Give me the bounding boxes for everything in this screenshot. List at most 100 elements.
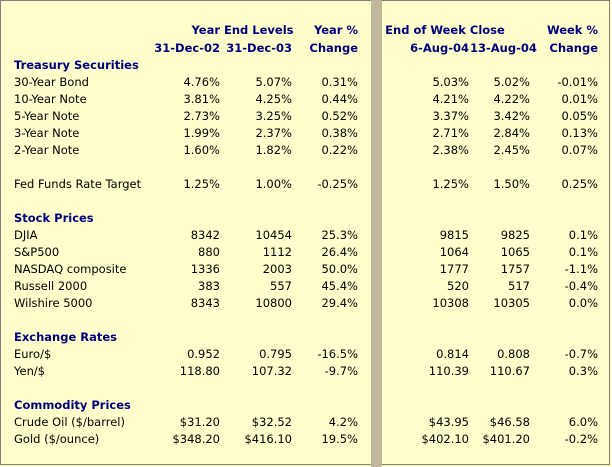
table-row: Russell 2000 383 557 45.4% 520 517 -0.4% <box>0 278 612 295</box>
year-change-cell: 4.2% <box>328 415 358 429</box>
row-label: 5-Year Note <box>14 109 80 123</box>
table-row: 3-Year Note 1.99% 2.37% 0.38% 2.71% 2.84% 0.13… <box>0 125 612 142</box>
year-end-2003-cell: 2.37% <box>255 126 292 140</box>
year-end-2002-cell: 1.60% <box>183 143 220 157</box>
section-title: Exchange Rates <box>14 330 118 344</box>
section-stocks: Stock Prices <box>0 210 612 227</box>
year-end-2003-cell: 5.07% <box>255 75 292 89</box>
week-change-cell: 0.3% <box>568 364 598 378</box>
date-header-4: 13-Aug-04 <box>470 41 537 55</box>
week-close-1-cell: 1.25% <box>432 177 469 191</box>
week-close-2-cell: 110.67 <box>489 364 530 378</box>
year-end-2003-cell: 10800 <box>255 296 292 310</box>
year-change-cell: 25.3% <box>321 228 358 242</box>
week-close-2-cell: 0.808 <box>497 347 530 361</box>
row-label: Yen/$ <box>14 364 46 378</box>
year-end-2003-cell: 4.25% <box>255 92 292 106</box>
table-row-fed-funds: Fed Funds Rate Target 1.25% 1.00% -0.25% 1.2… <box>0 176 612 193</box>
change-header-1: Change <box>309 41 358 55</box>
week-change-cell: 0.13% <box>561 126 598 140</box>
year-end-2002-cell: 8342 <box>190 228 220 242</box>
year-end-2002-cell: 4.76% <box>183 75 220 89</box>
year-end-2002-cell: 8343 <box>190 296 220 310</box>
year-end-2002-cell: 0.952 <box>187 347 220 361</box>
week-change-cell: 6.0% <box>568 415 598 429</box>
table-row: NASDAQ composite 1336 2003 50.0% 1777 1757 -1.… <box>0 261 612 278</box>
section-fx: Exchange Rates <box>0 329 612 346</box>
table-row: 2-Year Note 1.60% 1.82% 0.22% 2.38% 2.45% 0.07… <box>0 142 612 159</box>
year-end-2002-cell: 880 <box>198 245 220 259</box>
week-close-1-cell: 0.814 <box>436 347 469 361</box>
row-label: Euro/$ <box>14 347 52 361</box>
year-change-cell: 0.52% <box>321 109 358 123</box>
week-close-1-cell: $43.95 <box>428 415 469 429</box>
week-change-cell: 0.01% <box>561 92 598 106</box>
year-change-cell: -0.25% <box>317 177 358 191</box>
year-end-2002-cell: 1336 <box>190 262 220 276</box>
section-title: Stock Prices <box>14 211 94 225</box>
year-end-2003-cell: $32.52 <box>251 415 292 429</box>
week-close-1-cell: 2.71% <box>432 126 469 140</box>
year-change-cell: 45.4% <box>321 279 358 293</box>
date-header-2: 31-Dec-03 <box>226 41 292 55</box>
year-change-cell: 26.4% <box>321 245 358 259</box>
year-change-cell: -16.5% <box>317 347 358 361</box>
year-end-2003-cell: 3.25% <box>255 109 292 123</box>
year-end-2003-cell: 1112 <box>262 245 292 259</box>
row-label: NASDAQ composite <box>14 262 127 276</box>
section-title: Commodity Prices <box>14 398 131 412</box>
year-end-2003-cell: 107.32 <box>251 364 292 378</box>
week-close-2-cell: 1.50% <box>493 177 530 191</box>
year-end-2002-cell: 383 <box>198 279 220 293</box>
row-label: 10-Year Note <box>14 92 87 106</box>
week-close-2-cell: 4.22% <box>493 92 530 106</box>
row-label: Gold ($/ounce) <box>14 432 100 446</box>
week-change-cell: -0.4% <box>564 279 598 293</box>
week-close-2-cell: 1065 <box>500 245 530 259</box>
week-close-2-cell: 3.42% <box>493 109 530 123</box>
week-close-2-cell: 2.84% <box>493 126 530 140</box>
year-change-cell: 19.5% <box>321 432 358 446</box>
table-row: Gold ($/ounce) $348.20 $416.10 19.5% $402.10… <box>0 431 612 448</box>
week-change-cell: 0.07% <box>561 143 598 157</box>
table-row: Wilshire 5000 8343 10800 29.4% 10308 10305 0.0… <box>0 295 612 312</box>
week-change-cell: 0.0% <box>568 296 598 310</box>
week-close-2-cell: 5.02% <box>493 75 530 89</box>
week-change-cell: 0.25% <box>561 177 598 191</box>
row-label: 3-Year Note <box>14 126 80 140</box>
year-end-2002-cell: 3.81% <box>183 92 220 106</box>
week-close-2-cell: 1757 <box>500 262 530 276</box>
row-label: DJIA <box>14 228 38 242</box>
table-row: DJIA 8342 10454 25.3% 9815 9825 0.1% <box>0 227 612 244</box>
year-pct-header: Year % <box>313 23 358 37</box>
week-pct-header: Week % <box>546 23 598 37</box>
table-row: 10-Year Note 3.81% 4.25% 0.44% 4.21% 4.22% 0.0… <box>0 91 612 108</box>
year-end-2003-cell: 1.00% <box>255 177 292 191</box>
row-label: 2-Year Note <box>14 143 80 157</box>
year-change-cell: 50.0% <box>321 262 358 276</box>
header-row-2: 31-Dec-02 31-Dec-03 Change 6-Aug-04 13-A… <box>0 40 612 57</box>
year-end-2002-cell: 1.99% <box>183 126 220 140</box>
week-close-1-cell: 4.21% <box>432 92 469 106</box>
week-close-1-cell: 9815 <box>439 228 469 242</box>
table-row: S&P500 880 1112 26.4% 1064 1065 0.1% <box>0 244 612 261</box>
section-treasury: Treasury Securities <box>0 57 612 74</box>
row-label: Wilshire 5000 <box>14 296 93 310</box>
row-label: S&P500 <box>14 245 60 259</box>
week-close-1-cell: 110.39 <box>428 364 469 378</box>
year-end-2002-cell: 2.73% <box>183 109 220 123</box>
table-row: Euro/$ 0.952 0.795 -16.5% 0.814 0.808 -0.7% <box>0 346 612 363</box>
year-end-2002-cell: 1.25% <box>183 177 220 191</box>
date-header-1: 31-Dec-02 <box>154 41 220 55</box>
year-end-2002-cell: $348.20 <box>172 432 220 446</box>
year-end-2003-cell: 0.795 <box>259 347 292 361</box>
week-change-cell: -1.1% <box>564 262 598 276</box>
week-close-2-cell: 517 <box>508 279 530 293</box>
end-of-week-close-header: End of Week Close <box>385 23 505 37</box>
week-close-1-cell: 5.03% <box>432 75 469 89</box>
table-row: Yen/$ 118.80 107.32 -9.7% 110.39 110.67 0.3% <box>0 363 612 380</box>
row-label: 30-Year Bond <box>14 75 89 89</box>
week-change-cell: -0.7% <box>564 347 598 361</box>
column-divider <box>371 0 382 467</box>
week-close-1-cell: $402.10 <box>421 432 469 446</box>
